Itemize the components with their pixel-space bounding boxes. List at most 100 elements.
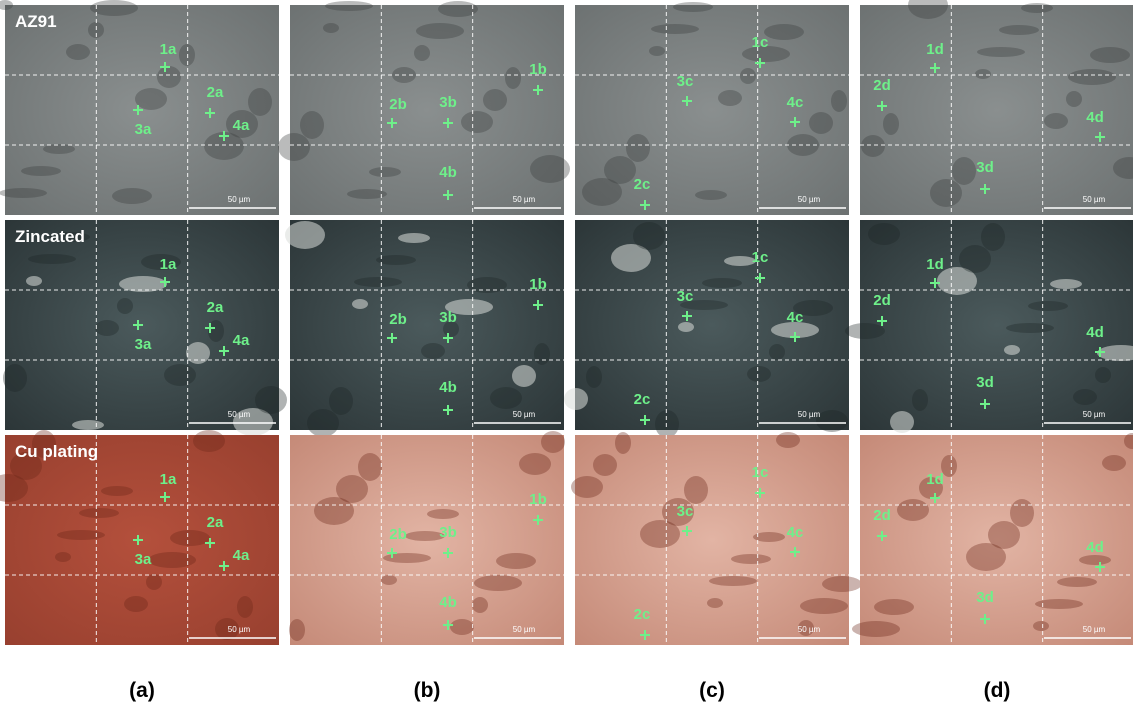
point-label: 3c: [677, 288, 694, 305]
texture: [157, 66, 181, 88]
texture: [564, 388, 588, 410]
point-label: 1b: [529, 276, 547, 293]
texture: [376, 255, 416, 265]
micrograph-panel: 50 µm1a2a3a4aAZ91: [0, 0, 279, 215]
point-label: 3b: [439, 309, 457, 326]
texture: [300, 111, 324, 139]
texture: [146, 574, 162, 590]
texture: [651, 24, 699, 34]
texture: [352, 299, 368, 309]
texture: [398, 233, 430, 243]
texture: [1102, 455, 1126, 471]
texture: [135, 88, 167, 110]
texture: [530, 155, 570, 183]
scale-bar-label: 50 µm: [1083, 195, 1106, 204]
texture: [461, 111, 493, 133]
texture: [483, 89, 507, 111]
texture: [816, 410, 848, 432]
point-label: 1b: [529, 61, 547, 78]
point-label: 3a: [135, 121, 152, 138]
texture: [285, 221, 325, 249]
texture: [695, 190, 727, 200]
texture: [21, 166, 61, 176]
texture: [381, 575, 397, 585]
texture: [55, 552, 71, 562]
texture: [776, 432, 800, 448]
scale-bar-label: 50 µm: [1083, 625, 1106, 634]
texture: [874, 599, 914, 615]
point-label: 4d: [1086, 109, 1104, 126]
texture: [731, 554, 771, 564]
row-label: AZ91: [15, 12, 57, 31]
texture: [764, 24, 804, 40]
micrograph-panel: 50 µm1c2c3c4c: [571, 432, 862, 645]
texture: [421, 343, 445, 359]
texture: [1006, 323, 1054, 333]
texture: [822, 576, 862, 592]
texture: [179, 44, 195, 66]
texture: [325, 1, 373, 11]
point-label: 1c: [752, 249, 769, 266]
texture: [593, 454, 617, 476]
micrograph-panel: 50 µm1d2d3d4d: [860, 0, 1133, 215]
texture: [66, 44, 90, 60]
scale-bar-label: 50 µm: [228, 625, 251, 634]
figure: 50 µm 1a 2a 3a 4a AZ91 50 µm 1b 2b 3b 4b 50 µm1c2c3…: [0, 0, 1133, 704]
texture: [124, 596, 148, 612]
texture: [740, 68, 756, 84]
texture: [1028, 301, 1068, 311]
texture: [0, 188, 47, 198]
micrograph-panel: 50 µm1d2d3d4d: [845, 220, 1133, 433]
point-label: 4a: [233, 117, 250, 134]
panel-label: (a): [129, 679, 155, 702]
texture: [512, 365, 536, 387]
point-label: 4d: [1086, 539, 1104, 556]
scale-bar-label: 50 µm: [513, 410, 536, 419]
point-label: 1c: [752, 464, 769, 481]
texture: [981, 223, 1005, 251]
scale-bar-label: 50 µm: [1083, 410, 1106, 419]
texture: [930, 179, 962, 207]
texture: [852, 621, 900, 637]
texture: [709, 576, 757, 586]
texture: [1050, 279, 1082, 289]
point-label: 4b: [439, 379, 457, 396]
texture: [655, 410, 679, 438]
texture: [101, 486, 133, 496]
texture: [809, 112, 833, 134]
panel-label: (d): [984, 679, 1011, 702]
texture: [474, 575, 522, 591]
texture: [329, 387, 353, 415]
texture: [57, 530, 105, 540]
point-label: 3d: [976, 159, 994, 176]
texture: [868, 223, 900, 245]
point-label: 4b: [439, 594, 457, 611]
point-label: 2b: [389, 96, 407, 113]
point-label: 4c: [787, 94, 804, 111]
texture: [1057, 577, 1097, 587]
texture: [26, 276, 42, 286]
texture: [769, 344, 785, 360]
texture: [1010, 499, 1034, 527]
point-label: 2d: [873, 507, 891, 524]
point-label: 3c: [677, 73, 694, 90]
point-label: 1a: [160, 471, 177, 488]
texture: [890, 411, 914, 433]
texture: [999, 25, 1039, 35]
texture: [1066, 91, 1082, 107]
point-label: 1c: [752, 34, 769, 51]
point-label: 3c: [677, 503, 694, 520]
texture: [1004, 345, 1020, 355]
texture: [148, 552, 196, 568]
texture: [112, 188, 152, 204]
point-label: 4b: [439, 164, 457, 181]
texture: [354, 277, 402, 287]
texture: [358, 453, 382, 481]
point-label: 2b: [389, 526, 407, 543]
texture: [988, 521, 1020, 549]
point-label: 1a: [160, 41, 177, 58]
texture: [1068, 69, 1116, 85]
point-label: 2a: [207, 299, 224, 316]
